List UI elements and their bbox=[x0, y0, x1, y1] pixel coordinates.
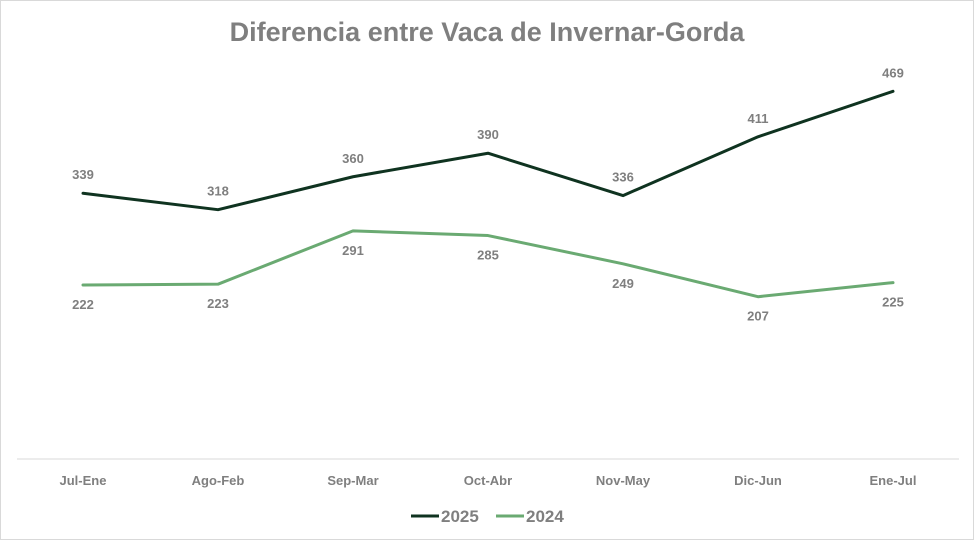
data-label: 291 bbox=[342, 243, 364, 258]
x-tick-label: Sep-Mar bbox=[327, 473, 378, 488]
x-tick-label: Oct-Abr bbox=[464, 473, 512, 488]
data-label: 469 bbox=[882, 65, 904, 80]
data-label: 225 bbox=[882, 295, 904, 310]
x-tick-label: Nov-May bbox=[596, 473, 651, 488]
data-label: 339 bbox=[72, 167, 94, 182]
data-label: 249 bbox=[612, 276, 634, 291]
x-tick-label: Ene-Jul bbox=[870, 473, 917, 488]
data-label: 411 bbox=[748, 111, 769, 126]
series-line-2025 bbox=[81, 89, 895, 212]
x-tick-label: Jul-Ene bbox=[60, 473, 107, 488]
x-tick-label: Ago-Feb bbox=[192, 473, 245, 488]
data-label: 285 bbox=[477, 248, 499, 263]
data-label: 223 bbox=[207, 296, 229, 311]
data-label: 336 bbox=[612, 170, 634, 185]
data-label: 318 bbox=[207, 184, 229, 199]
legend-label: 2024 bbox=[526, 507, 564, 526]
data-label: 390 bbox=[477, 127, 499, 142]
legend-label: 2025 bbox=[441, 507, 479, 526]
data-label: 207 bbox=[747, 309, 769, 324]
data-label: 360 bbox=[342, 151, 364, 166]
chart-title: Diferencia entre Vaca de Invernar-Gorda bbox=[230, 17, 746, 47]
data-label: 222 bbox=[72, 297, 94, 312]
series-line-2024 bbox=[81, 229, 895, 299]
x-tick-label: Dic-Jun bbox=[734, 473, 782, 488]
